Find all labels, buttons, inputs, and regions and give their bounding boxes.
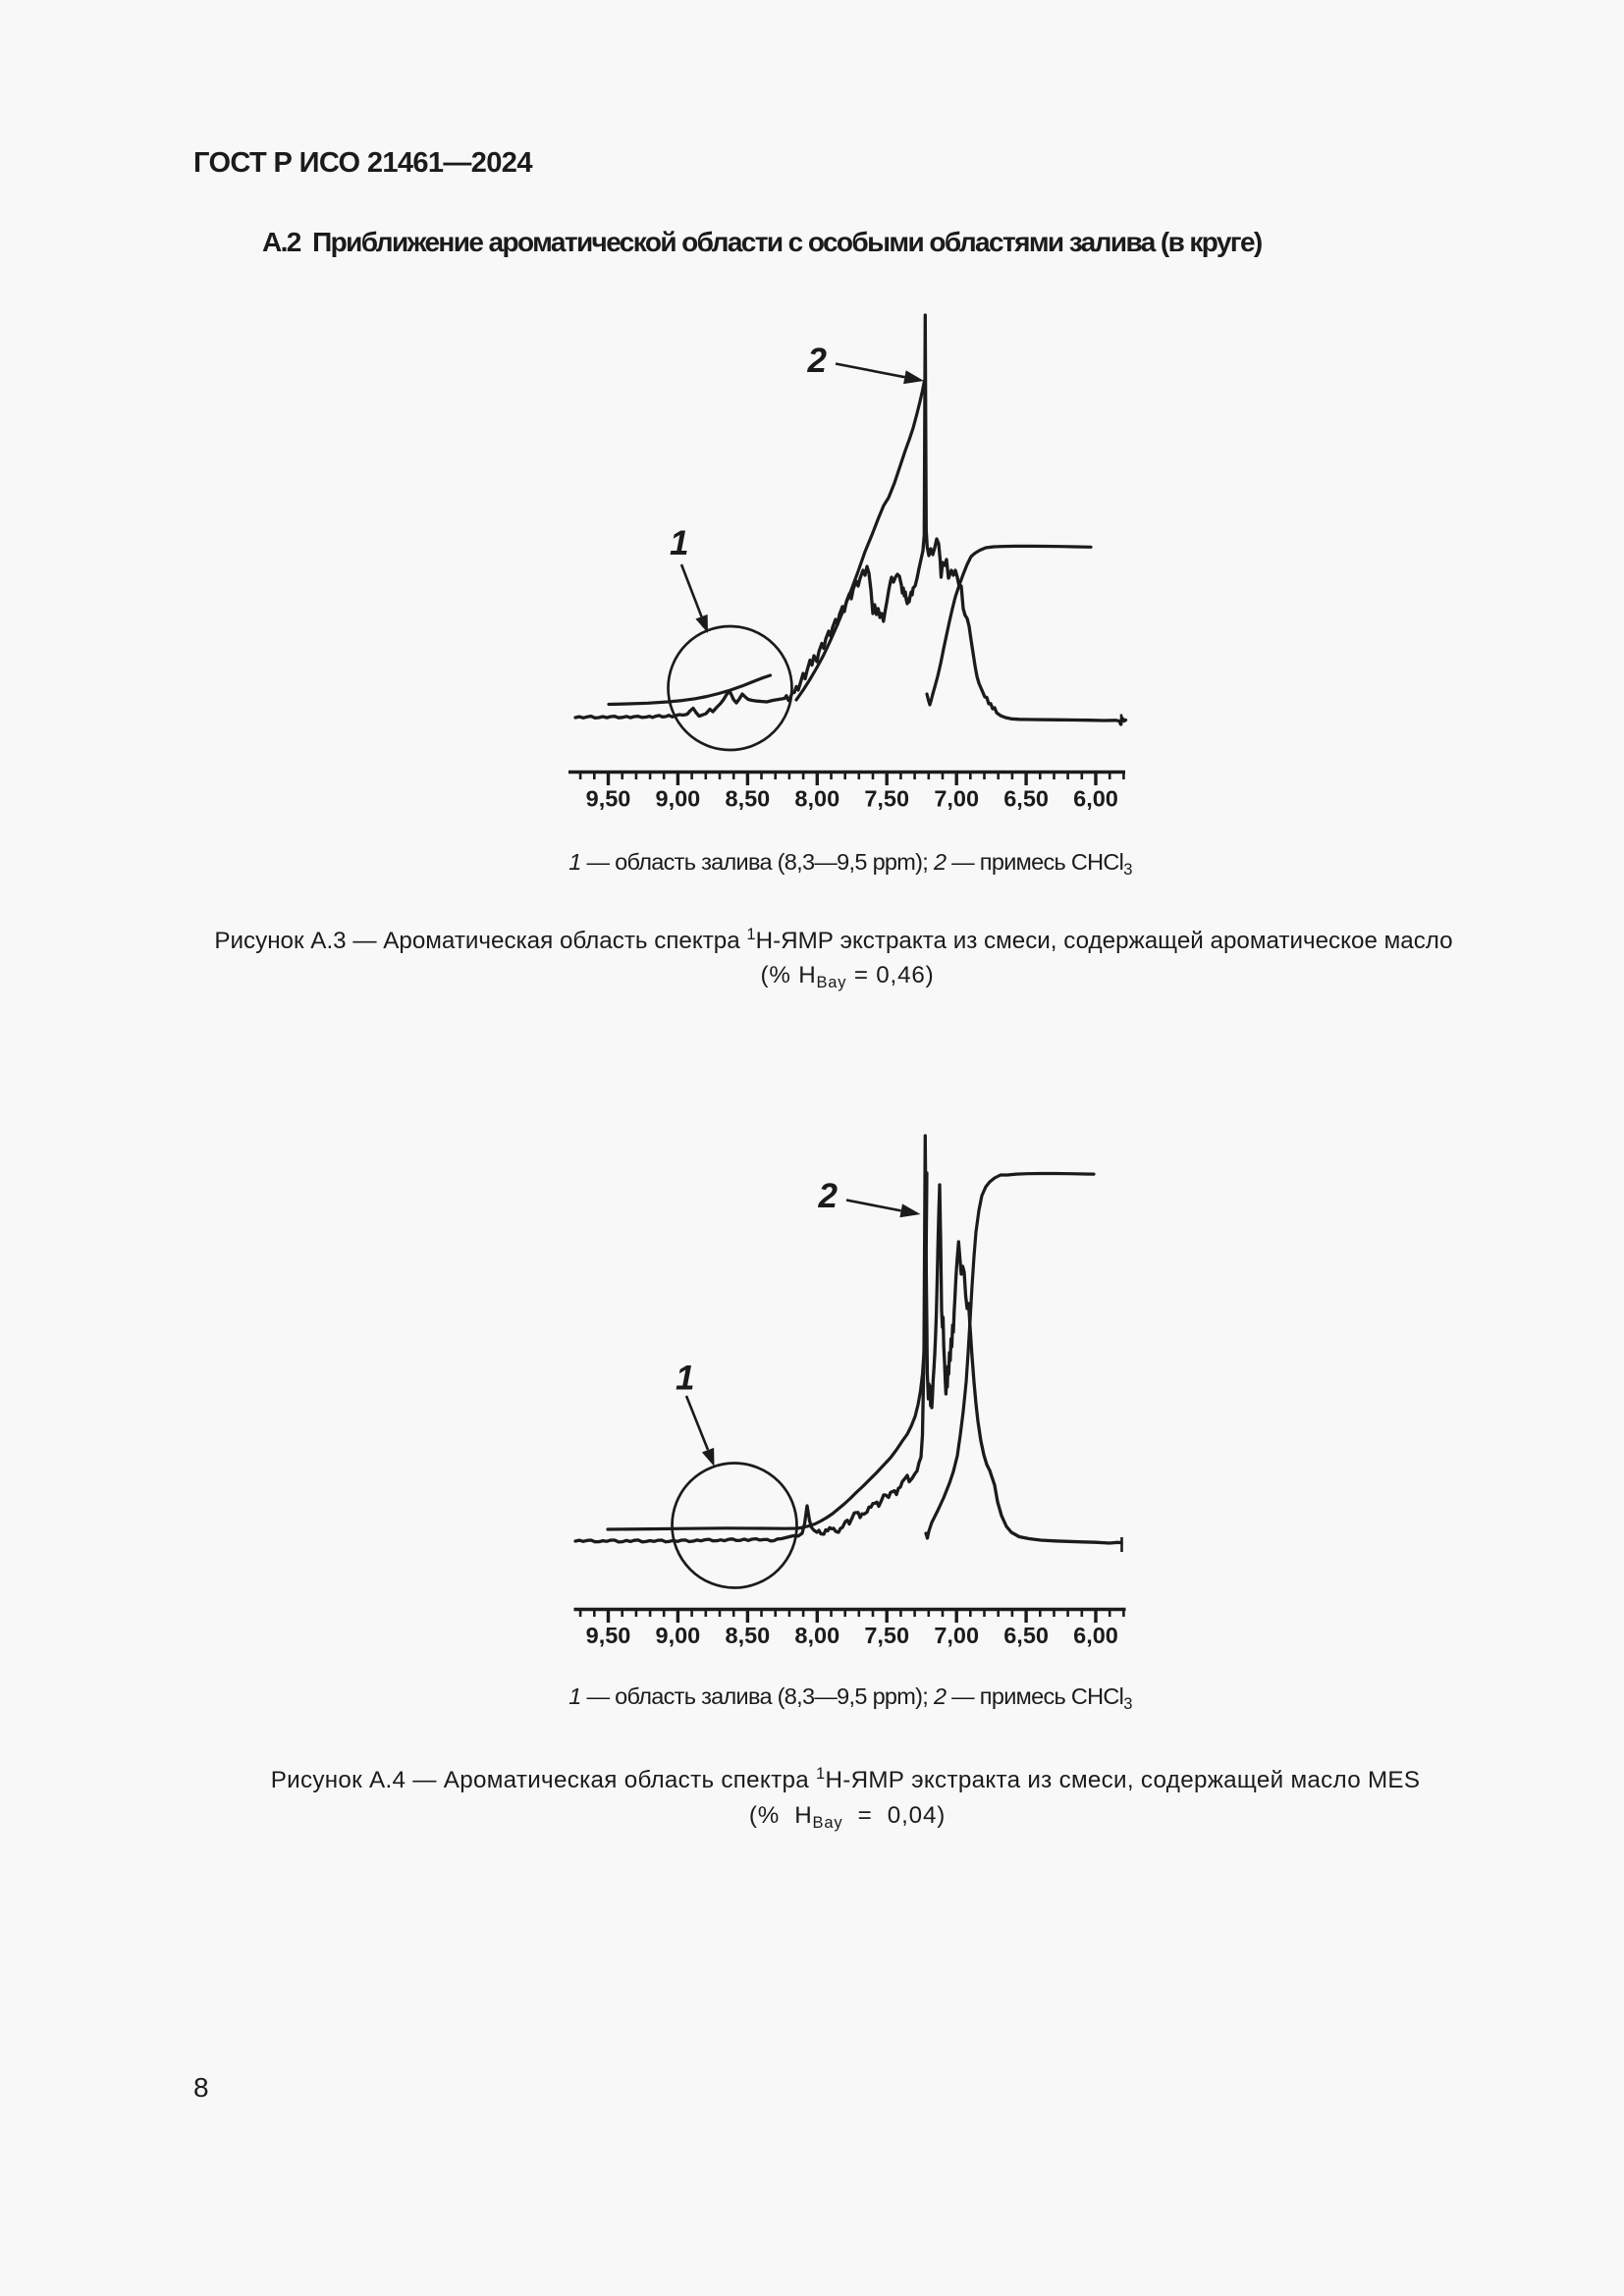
svg-text:1: 1 bbox=[670, 524, 688, 562]
svg-text:9,00: 9,00 bbox=[656, 786, 701, 812]
svg-text:7,00: 7,00 bbox=[934, 786, 979, 812]
svg-text:1: 1 bbox=[676, 1360, 694, 1398]
svg-text:7,50: 7,50 bbox=[864, 1623, 909, 1648]
svg-text:9,00: 9,00 bbox=[656, 1623, 701, 1648]
svg-text:8,00: 8,00 bbox=[794, 1623, 839, 1648]
svg-text:6,00: 6,00 bbox=[1073, 786, 1118, 812]
svg-text:8,50: 8,50 bbox=[726, 786, 771, 812]
svg-text:2: 2 bbox=[818, 1177, 839, 1215]
svg-text:6,50: 6,50 bbox=[1003, 1623, 1049, 1648]
svg-text:7,00: 7,00 bbox=[934, 1623, 979, 1648]
svg-text:6,50: 6,50 bbox=[1003, 786, 1049, 812]
svg-text:8,50: 8,50 bbox=[726, 1623, 771, 1648]
svg-text:8,00: 8,00 bbox=[794, 786, 839, 812]
svg-text:2: 2 bbox=[807, 342, 828, 380]
svg-text:9,50: 9,50 bbox=[586, 1623, 631, 1648]
svg-text:9,50: 9,50 bbox=[586, 786, 631, 812]
svg-text:6,00: 6,00 bbox=[1073, 1623, 1118, 1648]
svg-text:7,50: 7,50 bbox=[864, 786, 909, 812]
